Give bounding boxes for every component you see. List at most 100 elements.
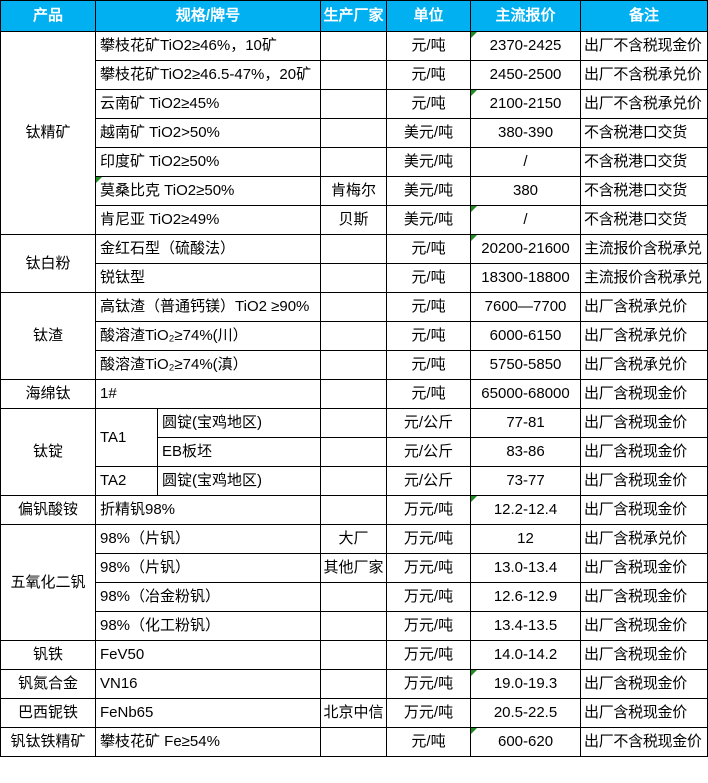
table-row: 肯尼亚 TiO2≥49% 贝斯 美元/吨 / 不含税港口交货 [1,205,708,235]
table-row: 钛白粉 金红石型（硫酸法） 元/吨 20200-21600 主流报价含税承兑 [0,234,708,293]
spec-cell: 越南矿 TiO2>50% [94,118,322,148]
remark-cell: 出厂含税现金价 [580,466,708,496]
spec-cell: 酸溶渣TiO₂≥74%(滇） [94,350,322,380]
manufacturer-cell: 肯梅尔 [320,176,388,206]
manufacturer-cell [320,234,388,264]
spec-cell: 莫桑比克 TiO2≥50% [94,176,322,206]
spec-cell: 攀枝花矿 Fe≥54% [94,727,322,757]
spec-cell: FeNb65 [94,698,322,728]
manufacturer-cell [320,611,388,641]
spec-cell: 酸溶渣TiO₂≥74%(川） [94,321,322,351]
price-value: 2370-2425 [489,37,562,54]
unit-cell: 元/公斤 [386,466,472,496]
unit-cell: 元/吨 [386,321,472,351]
spec-cell: 印度矿 TiO2≥50% [94,147,322,177]
remark-cell: 出厂含税现金价 [580,553,708,583]
unit-cell: 万元/吨 [386,669,472,699]
unit-cell: 万元/吨 [386,553,472,583]
remark-cell: 不含税港口交货 [580,176,708,206]
unit-cell: 元/吨 [386,234,472,264]
table-row: 酸溶渣TiO₂≥74%(滇） 元/吨 5750-5850 出厂含税承兑价 [1,350,708,380]
remark-cell: 主流报价含税承兑 [580,234,708,264]
table-row: 五氧化二钒 98%（片钒） 大厂 万元/吨 12 出厂含税承兑价 [0,524,708,641]
manufacturer-cell [320,379,388,409]
excel-flag-icon [471,235,478,241]
excel-flag-icon [471,496,478,502]
price-cell: 2100-2150 [470,89,582,119]
table-row: 云南矿 TiO2≥45% 元/吨 2100-2150 出厂不含税承兑价 [1,89,708,119]
table-row: 钒钛铁精矿 攀枝花矿 Fe≥54% 元/吨 600-620 出厂不含税现金价 [0,727,708,757]
spec-cell: 98%（片钒） [94,524,322,554]
table-row: 海绵钛 1# 元/吨 65000-68000 出厂含税现金价 [0,379,708,409]
remark-cell: 出厂含税现金价 [580,698,708,728]
spec-cell: 攀枝花矿TiO2≥46.5-47%，20矿 [94,60,322,90]
price-value: 600-620 [497,733,554,750]
excel-flag-icon [96,177,102,183]
price-value: 12.2-12.4 [493,501,558,518]
unit-cell: 元/吨 [386,292,472,322]
table-row: TA2 圆锭(宝鸡地区) 元/公斤 73-77 出厂含税现金价 [1,466,708,496]
unit-cell: 万元/吨 [386,640,472,670]
manufacturer-cell: 大厂 [320,524,388,554]
remark-cell: 出厂含税承兑价 [580,350,708,380]
price-cell: 19.0-19.3 [470,669,582,699]
spec-value: 莫桑比克 TiO2≥50% [100,182,235,199]
remark-cell: 不含税港口交货 [580,205,708,235]
price-cell: 14.0-14.2 [470,640,582,670]
manufacturer-cell [320,321,388,351]
product-cell: 偏钒酸铵 [0,495,96,525]
price-cell: 600-620 [470,727,582,757]
unit-cell: 美元/吨 [386,147,472,177]
remark-cell: 出厂含税承兑价 [580,524,708,554]
manufacturer-cell [320,350,388,380]
spec-cell: 圆锭(宝鸡地区) [156,408,322,438]
product-cell: 巴西铌铁 [0,698,96,728]
price-cell: 380-390 [470,118,582,148]
price-cell: / [470,147,582,177]
unit-cell: 元/吨 [386,60,472,90]
unit-cell: 万元/吨 [386,495,472,525]
product-cell: 海绵钛 [0,379,96,409]
unit-cell: 元/吨 [386,350,472,380]
unit-cell: 万元/吨 [386,698,472,728]
price-table: 产品 规格/牌号 生产厂家 单位 主流报价 备注 钛精矿 攀枝花矿TiO2≥46… [0,0,708,757]
spec-cell: 1# [94,379,322,409]
price-cell: 2370-2425 [470,31,582,61]
manufacturer-cell [320,263,388,293]
product-cell: 钛白粉 [0,234,96,293]
price-cell: 18300-18800 [470,263,582,293]
remark-cell: 出厂含税承兑价 [580,292,708,322]
remark-cell: 出厂含税现金价 [580,408,708,438]
price-cell: 380 [470,176,582,206]
price-cell: 5750-5850 [470,350,582,380]
unit-cell: 美元/吨 [386,118,472,148]
price-cell: 7600—7700 [470,292,582,322]
spec-cell: 圆锭(宝鸡地区) [156,466,322,496]
price-cell: 13.0-13.4 [470,553,582,583]
price-cell: 13.4-13.5 [470,611,582,641]
price-value: 2100-2150 [489,95,562,112]
header-product: 产品 [0,0,96,32]
spec-cell: 折精钒98% [94,495,322,525]
remark-cell: 出厂含税现金价 [580,437,708,467]
manufacturer-cell [320,31,388,61]
header-remark: 备注 [580,0,708,32]
table-row: 越南矿 TiO2>50% 美元/吨 380-390 不含税港口交货 [1,118,708,148]
manufacturer-cell [320,669,388,699]
header-price: 主流报价 [470,0,582,32]
table-row: 钛精矿 攀枝花矿TiO2≥46%，10矿 元/吨 2370-2425 出厂不含税… [0,31,708,235]
spec-cell: 98%（化工粉钒） [94,611,322,641]
unit-cell: 元/公斤 [386,408,472,438]
manufacturer-cell [320,147,388,177]
price-cell: 83-86 [470,437,582,467]
remark-cell: 出厂含税现金价 [580,640,708,670]
product-cell: 钛精矿 [0,31,96,235]
unit-cell: 美元/吨 [386,176,472,206]
excel-flag-icon [471,90,478,96]
product-cell: 钒钛铁精矿 [0,727,96,757]
price-cell: 6000-6150 [470,321,582,351]
manufacturer-cell [320,408,388,438]
unit-cell: 元/吨 [386,727,472,757]
spec-grade-cell: TA1 [95,408,158,467]
price-cell: 2450-2500 [470,60,582,90]
